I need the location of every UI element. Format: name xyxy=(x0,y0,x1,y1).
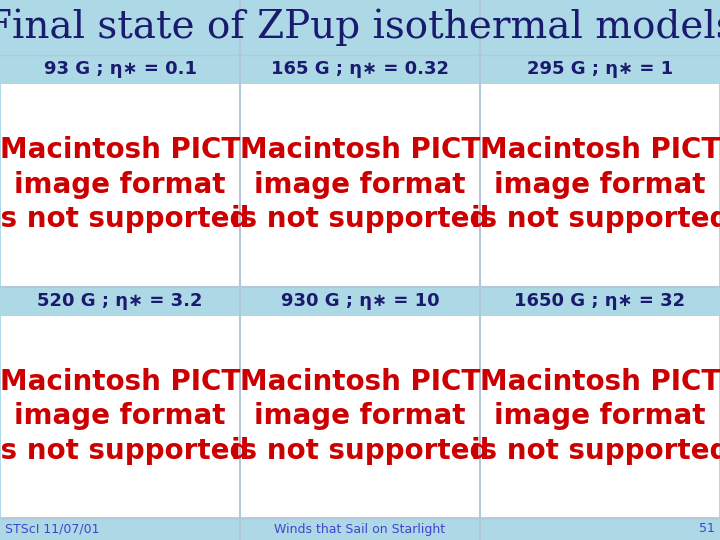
Bar xyxy=(481,287,719,315)
Bar xyxy=(241,287,479,315)
Text: Macintosh PICT
image format
is not supported: Macintosh PICT image format is not suppo… xyxy=(231,136,489,233)
Text: Macintosh PICT
image format
is not supported: Macintosh PICT image format is not suppo… xyxy=(0,136,249,233)
Text: 51: 51 xyxy=(699,523,715,536)
Text: 295 G ; η∗ = 1: 295 G ; η∗ = 1 xyxy=(527,60,673,78)
Text: Macintosh PICT
image format
is not supported: Macintosh PICT image format is not suppo… xyxy=(471,136,720,233)
Bar xyxy=(241,287,479,517)
Bar xyxy=(1,287,239,315)
Bar xyxy=(1,56,239,286)
Text: 520 G ; η∗ = 3.2: 520 G ; η∗ = 3.2 xyxy=(37,292,203,309)
Bar xyxy=(241,56,479,286)
Bar xyxy=(241,56,479,84)
Text: 930 G ; η∗ = 10: 930 G ; η∗ = 10 xyxy=(281,292,439,309)
Text: 93 G ; η∗ = 0.1: 93 G ; η∗ = 0.1 xyxy=(43,60,197,78)
Text: Macintosh PICT
image format
is not supported: Macintosh PICT image format is not suppo… xyxy=(471,368,720,465)
Bar xyxy=(1,287,239,517)
Bar xyxy=(481,287,719,517)
Text: Macintosh PICT
image format
is not supported: Macintosh PICT image format is not suppo… xyxy=(231,368,489,465)
Bar xyxy=(481,56,719,84)
Text: Winds that Sail on Starlight: Winds that Sail on Starlight xyxy=(274,523,446,536)
Text: Macintosh PICT
image format
is not supported: Macintosh PICT image format is not suppo… xyxy=(0,368,249,465)
Bar xyxy=(1,56,239,84)
Text: STScI 11/07/01: STScI 11/07/01 xyxy=(5,523,99,536)
Bar xyxy=(481,56,719,286)
Text: Final state of ZPup isothermal models: Final state of ZPup isothermal models xyxy=(0,9,720,46)
Text: 165 G ; η∗ = 0.32: 165 G ; η∗ = 0.32 xyxy=(271,60,449,78)
Text: 1650 G ; η∗ = 32: 1650 G ; η∗ = 32 xyxy=(514,292,685,309)
